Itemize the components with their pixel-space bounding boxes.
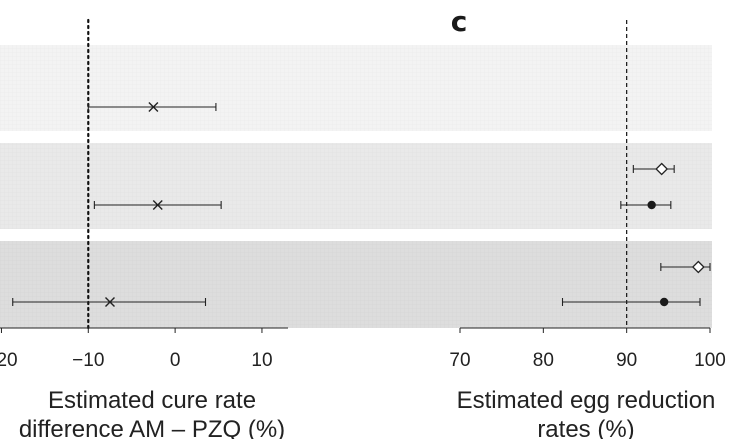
- x-axis-title-line: rates (%): [537, 416, 634, 439]
- x-tick-label: 70: [449, 350, 470, 371]
- diamond-marker: [691, 260, 705, 274]
- panel-label: c: [451, 5, 468, 38]
- x-axis-title-line: Estimated cure rate: [48, 387, 256, 414]
- circle-marker: [659, 297, 669, 307]
- x-marker: [152, 200, 163, 210]
- x-tick-label: 80: [533, 350, 554, 371]
- group-band-1: [0, 45, 712, 131]
- x-tick-label: 0: [170, 350, 181, 371]
- data-point-x: [93, 200, 222, 210]
- reference-lines: [87, 18, 628, 330]
- circle-marker: [647, 200, 656, 210]
- x-tick-label: 90: [616, 350, 637, 371]
- x-axis-title-line: Estimated egg reduction: [457, 387, 716, 414]
- group-band-2: [0, 143, 712, 229]
- group-bands: [0, 45, 712, 328]
- data-point-diamond-open: [660, 260, 711, 274]
- data-point-circle-filled: [620, 200, 672, 210]
- x-axis-title-line: difference AM – PZQ (%): [19, 416, 285, 439]
- x-marker: [148, 102, 159, 112]
- data-point-diamond-open: [632, 162, 675, 176]
- group-band-3: [0, 241, 712, 328]
- data-marks: [12, 102, 711, 307]
- data-point-x: [87, 102, 217, 112]
- x-tick-label: −20: [0, 350, 18, 371]
- data-point-x: [12, 297, 207, 307]
- x-tick-label: 100: [694, 350, 726, 371]
- x-tick-label: −10: [72, 350, 104, 371]
- x-tick-label: 10: [251, 350, 272, 371]
- x-marker: [104, 297, 115, 307]
- data-point-circle-filled: [561, 297, 701, 307]
- diamond-marker: [655, 162, 669, 176]
- axes: [0, 327, 711, 333]
